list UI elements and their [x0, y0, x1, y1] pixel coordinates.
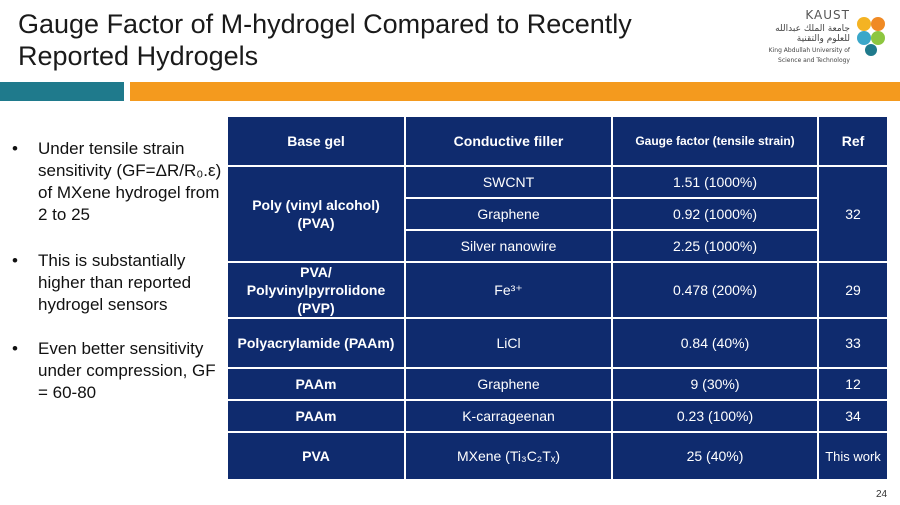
- filler-cell: Fe³⁺: [404, 261, 613, 319]
- gauge-factor-cell: 25 (40%): [611, 431, 819, 481]
- table-row: Silver nanowire 2.25 (1000%): [227, 229, 888, 263]
- header-ref: Ref: [817, 115, 889, 167]
- gauge-factor-cell: 0.92 (1000%): [611, 197, 819, 231]
- filler-cell: MXene (Ti₃C₂Tₓ): [404, 431, 613, 481]
- ref-cell: 29: [817, 261, 889, 319]
- page-number: 24: [876, 489, 888, 500]
- table-header-row: Base gel Conductive filler Gauge factor …: [226, 115, 889, 167]
- header-base-gel: Base gel: [226, 115, 406, 167]
- filler-cell: Graphene: [404, 367, 613, 401]
- ref-cell: 12: [817, 367, 889, 401]
- kaust-emblem-icon: [857, 17, 885, 56]
- table-row: Graphene 0.92 (1000%): [227, 197, 888, 231]
- base-gel-cell: Poly (vinyl alcohol) (PVA): [226, 165, 406, 263]
- ref-cell: 33: [817, 317, 889, 369]
- gauge-factor-cell: 0.478 (200%): [611, 261, 819, 319]
- table-row: PAAm Graphene 9 (30%) 12: [226, 367, 889, 401]
- header-conductive-filler: Conductive filler: [404, 115, 613, 167]
- filler-cell: K-carrageenan: [404, 399, 613, 433]
- logo-arabic: جامعة الملك عبدالله للعلوم والتقنية: [775, 24, 850, 44]
- logo-text-block: KAUST جامعة الملك عبدالله للعلوم والتقني…: [752, 8, 850, 64]
- gauge-factor-cell: 0.84 (40%): [611, 317, 819, 369]
- table-row: Poly (vinyl alcohol) (PVA) SWCNT 1.51 (1…: [226, 165, 889, 263]
- filler-cell: Graphene: [404, 197, 613, 231]
- gauge-factor-cell: 0.23 (100%): [611, 399, 819, 433]
- ref-cell: 34: [817, 399, 889, 433]
- logo-name: KAUST: [805, 8, 850, 22]
- bullet-item: Even better sensitivity under compressio…: [12, 338, 222, 404]
- base-gel-cell: PAAm: [226, 399, 406, 433]
- table-row: Polyacrylamide (PAAm) LiCl 0.84 (40%) 33: [226, 317, 889, 369]
- bullet-item: This is substantially higher than report…: [12, 250, 222, 316]
- gauge-factor-table: Base gel Conductive filler Gauge factor …: [226, 115, 889, 481]
- table-row: PVA/ Polyvinylpyrrolidone (PVP) Fe³⁺ 0.4…: [226, 261, 889, 319]
- base-gel-cell: PVA/ Polyvinylpyrrolidone (PVP): [226, 261, 406, 319]
- filler-cell: SWCNT: [404, 165, 613, 199]
- table-row: PVA MXene (Ti₃C₂Tₓ) 25 (40%) This work: [226, 431, 889, 481]
- filler-cell: Silver nanowire: [404, 229, 613, 263]
- gauge-factor-cell: 9 (30%): [611, 367, 819, 401]
- header-bar-teal: [0, 82, 124, 101]
- logo-english-line1: King Abdullah University of: [768, 47, 850, 54]
- gauge-factor-cell: 2.25 (1000%): [611, 229, 819, 263]
- kaust-logo: KAUST جامعة الملك عبدالله للعلوم والتقني…: [752, 8, 892, 78]
- ref-cell: 32: [817, 165, 889, 263]
- base-gel-cell: PVA: [226, 431, 406, 481]
- base-gel-cell: Polyacrylamide (PAAm): [226, 317, 406, 369]
- gauge-factor-cell: 1.51 (1000%): [611, 165, 819, 199]
- bullet-item: Under tensile strain sensitivity (GF=ΔR/…: [12, 138, 222, 226]
- slide-title: Gauge Factor of M-hydrogel Compared to R…: [18, 9, 632, 71]
- header-gauge-factor: Gauge factor (tensile strain): [611, 115, 819, 167]
- header-bar-orange: [130, 82, 900, 101]
- ref-cell: This work: [817, 431, 889, 481]
- table-row: PAAm K-carrageenan 0.23 (100%) 34: [226, 399, 889, 433]
- logo-english-line2: Science and Technology: [778, 57, 850, 64]
- base-gel-cell: PAAm: [226, 367, 406, 401]
- bullet-list: Under tensile strain sensitivity (GF=ΔR/…: [12, 138, 222, 428]
- filler-cell: LiCl: [404, 317, 613, 369]
